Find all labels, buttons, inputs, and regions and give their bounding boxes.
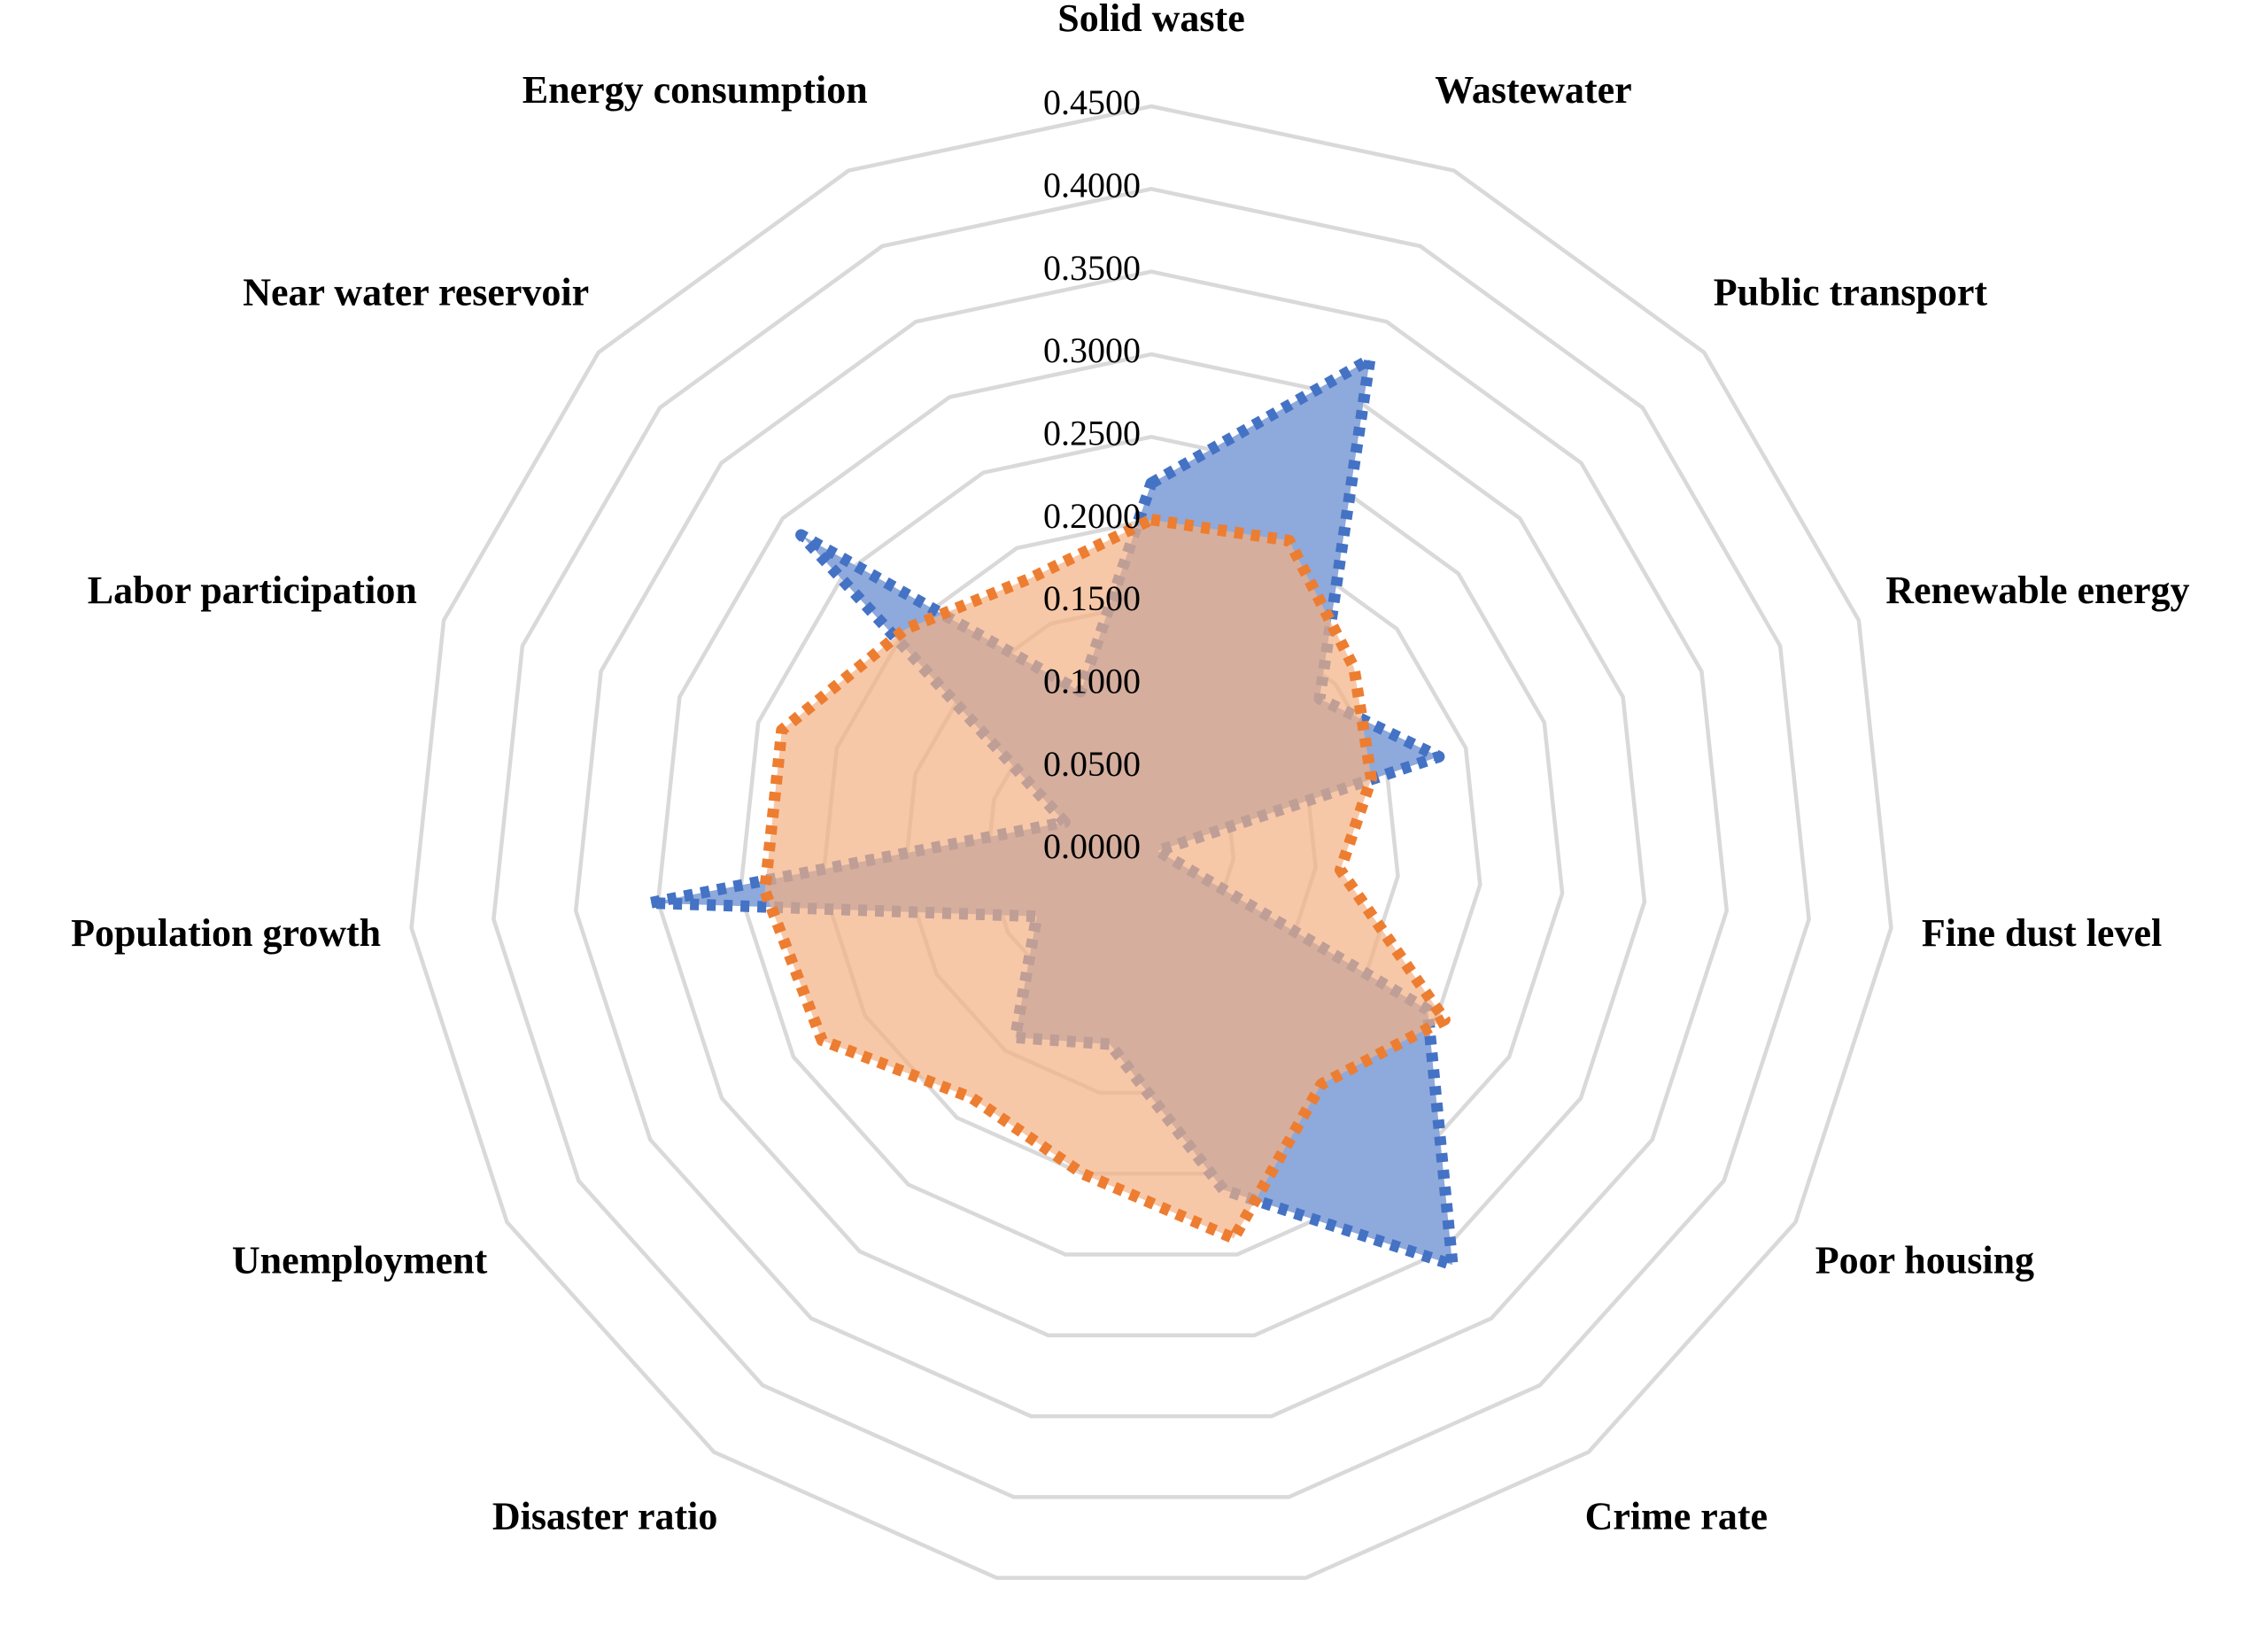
tick-label: 0.4000 [1043, 166, 1141, 205]
grid-ring [492, 186, 1811, 1499]
tick-label: 0.1500 [1043, 578, 1141, 618]
category-label: Renewable energy [1885, 569, 2189, 612]
category-label: Unemployment [232, 1239, 488, 1282]
category-label: Public transport [1714, 270, 1988, 314]
grid-ring [655, 352, 1647, 1338]
tick-label: 0.3500 [1043, 248, 1141, 288]
category-label: Disaster ratio [492, 1494, 718, 1537]
category-label: Labor participation [88, 569, 417, 612]
tick-label: 0.4500 [1043, 82, 1141, 122]
tick-label: 0.2500 [1043, 414, 1141, 453]
tick-label: 0.0500 [1043, 744, 1141, 784]
tick-label: 0.0000 [1043, 826, 1141, 866]
grid-ring [573, 269, 1730, 1419]
category-label: Wastewater [1435, 68, 1631, 112]
category-label: Energy consumption [522, 68, 868, 112]
grid-ring [409, 104, 1893, 1580]
tick-label-layer: 0.0000 0.0500 0.1000 0.1500 0.2000 0.2500 0.30… [1043, 82, 1141, 866]
series-layer [644, 353, 1459, 1271]
category-label: Near water reservoir [243, 270, 589, 314]
category-label: Poor housing [1815, 1239, 2034, 1282]
category-label: Population growth [71, 911, 381, 955]
series-2-area [759, 514, 1451, 1244]
tick-label: 0.2000 [1043, 496, 1141, 536]
category-label-layer: Solid waste Wastewater Public transport Ren… [71, 0, 2190, 1537]
grid-ring [738, 434, 1565, 1257]
category-label: Fine dust level [1922, 911, 2162, 955]
category-label: Solid waste [1057, 0, 1244, 40]
tick-label: 0.1000 [1043, 662, 1141, 701]
category-label: Crime rate [1585, 1494, 1768, 1537]
tick-label: 0.3000 [1043, 330, 1141, 370]
